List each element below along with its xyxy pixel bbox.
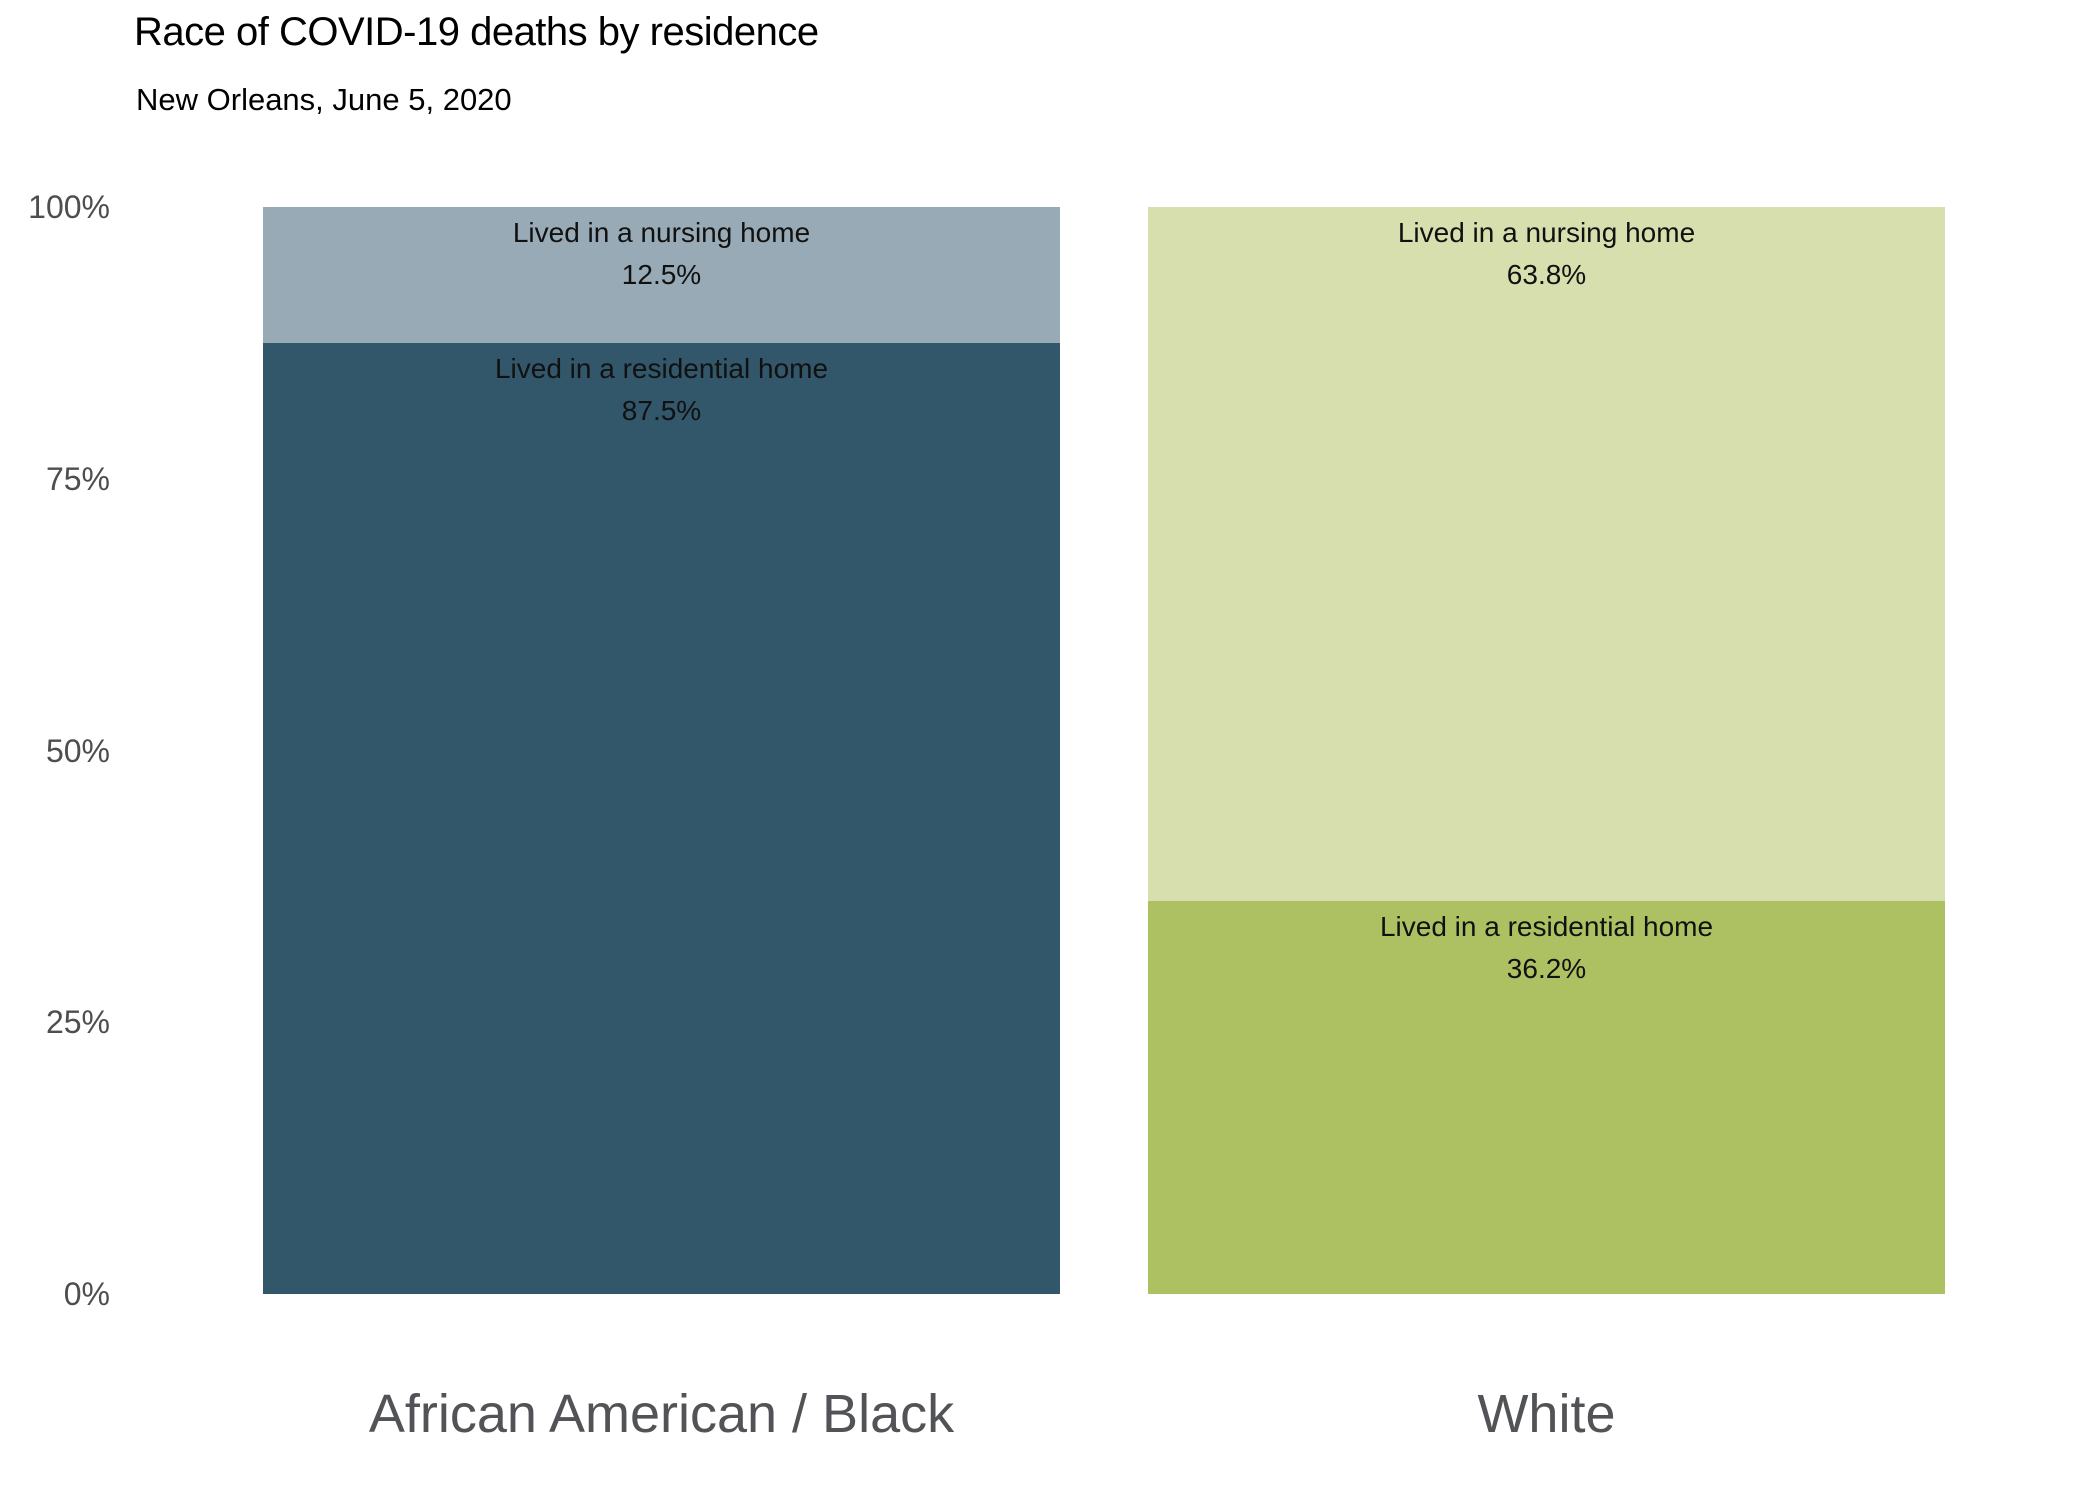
y-tick-25: 25% bbox=[45, 1004, 110, 1041]
segment-label-aa-nursing: Lived in a nursing home 12.5% bbox=[263, 212, 1060, 296]
category-label-white: White bbox=[1477, 1384, 1616, 1444]
y-tick-0: 0% bbox=[63, 1276, 110, 1312]
chart-title: Race of COVID-19 deaths by residence bbox=[134, 10, 819, 54]
segment-label-aa-residential: Lived in a residential home 87.5% bbox=[263, 348, 1060, 432]
chart-subtitle: New Orleans, June 5, 2020 bbox=[136, 82, 512, 117]
bar-african-american-black: Lived in a nursing home 12.5% Lived in a… bbox=[263, 207, 1060, 1294]
bar-white: Lived in a nursing home 63.8% Lived in a… bbox=[1148, 207, 1945, 1294]
segment-white-residential-home: Lived in a residential home 36.2% bbox=[1148, 900, 1945, 1294]
segment-value: 63.8% bbox=[1506, 259, 1587, 290]
segment-label-white-residential: Lived in a residential home 36.2% bbox=[1148, 906, 1945, 990]
plot-area: 100% 75% 50% 25% 0% Lived in a nursing h… bbox=[0, 191, 2100, 1310]
category-label-african-american-black: African American / Black bbox=[368, 1384, 955, 1444]
y-tick-50: 50% bbox=[45, 732, 110, 769]
segment-name: Lived in a residential home bbox=[1379, 910, 1714, 942]
segment-name: Lived in a nursing home bbox=[512, 217, 811, 248]
segment-white-nursing-home: Lived in a nursing home 63.8% bbox=[1148, 207, 1945, 901]
segment-label-white-nursing: Lived in a nursing home 63.8% bbox=[1148, 212, 1945, 296]
segment-value: 36.2% bbox=[1506, 952, 1587, 984]
segment-aa-nursing-home: Lived in a nursing home 12.5% bbox=[263, 207, 1060, 343]
segment-name: Lived in a nursing home bbox=[1397, 217, 1696, 248]
segment-aa-residential-home: Lived in a residential home 87.5% bbox=[263, 342, 1060, 1294]
y-tick-75: 75% bbox=[45, 460, 110, 497]
segment-value: 12.5% bbox=[621, 259, 702, 290]
segment-value: 87.5% bbox=[621, 394, 702, 426]
y-tick-100: 100% bbox=[28, 189, 110, 225]
y-axis: 100% 75% 50% 25% 0% bbox=[0, 191, 110, 1310]
segment-name: Lived in a residential home bbox=[494, 352, 829, 384]
